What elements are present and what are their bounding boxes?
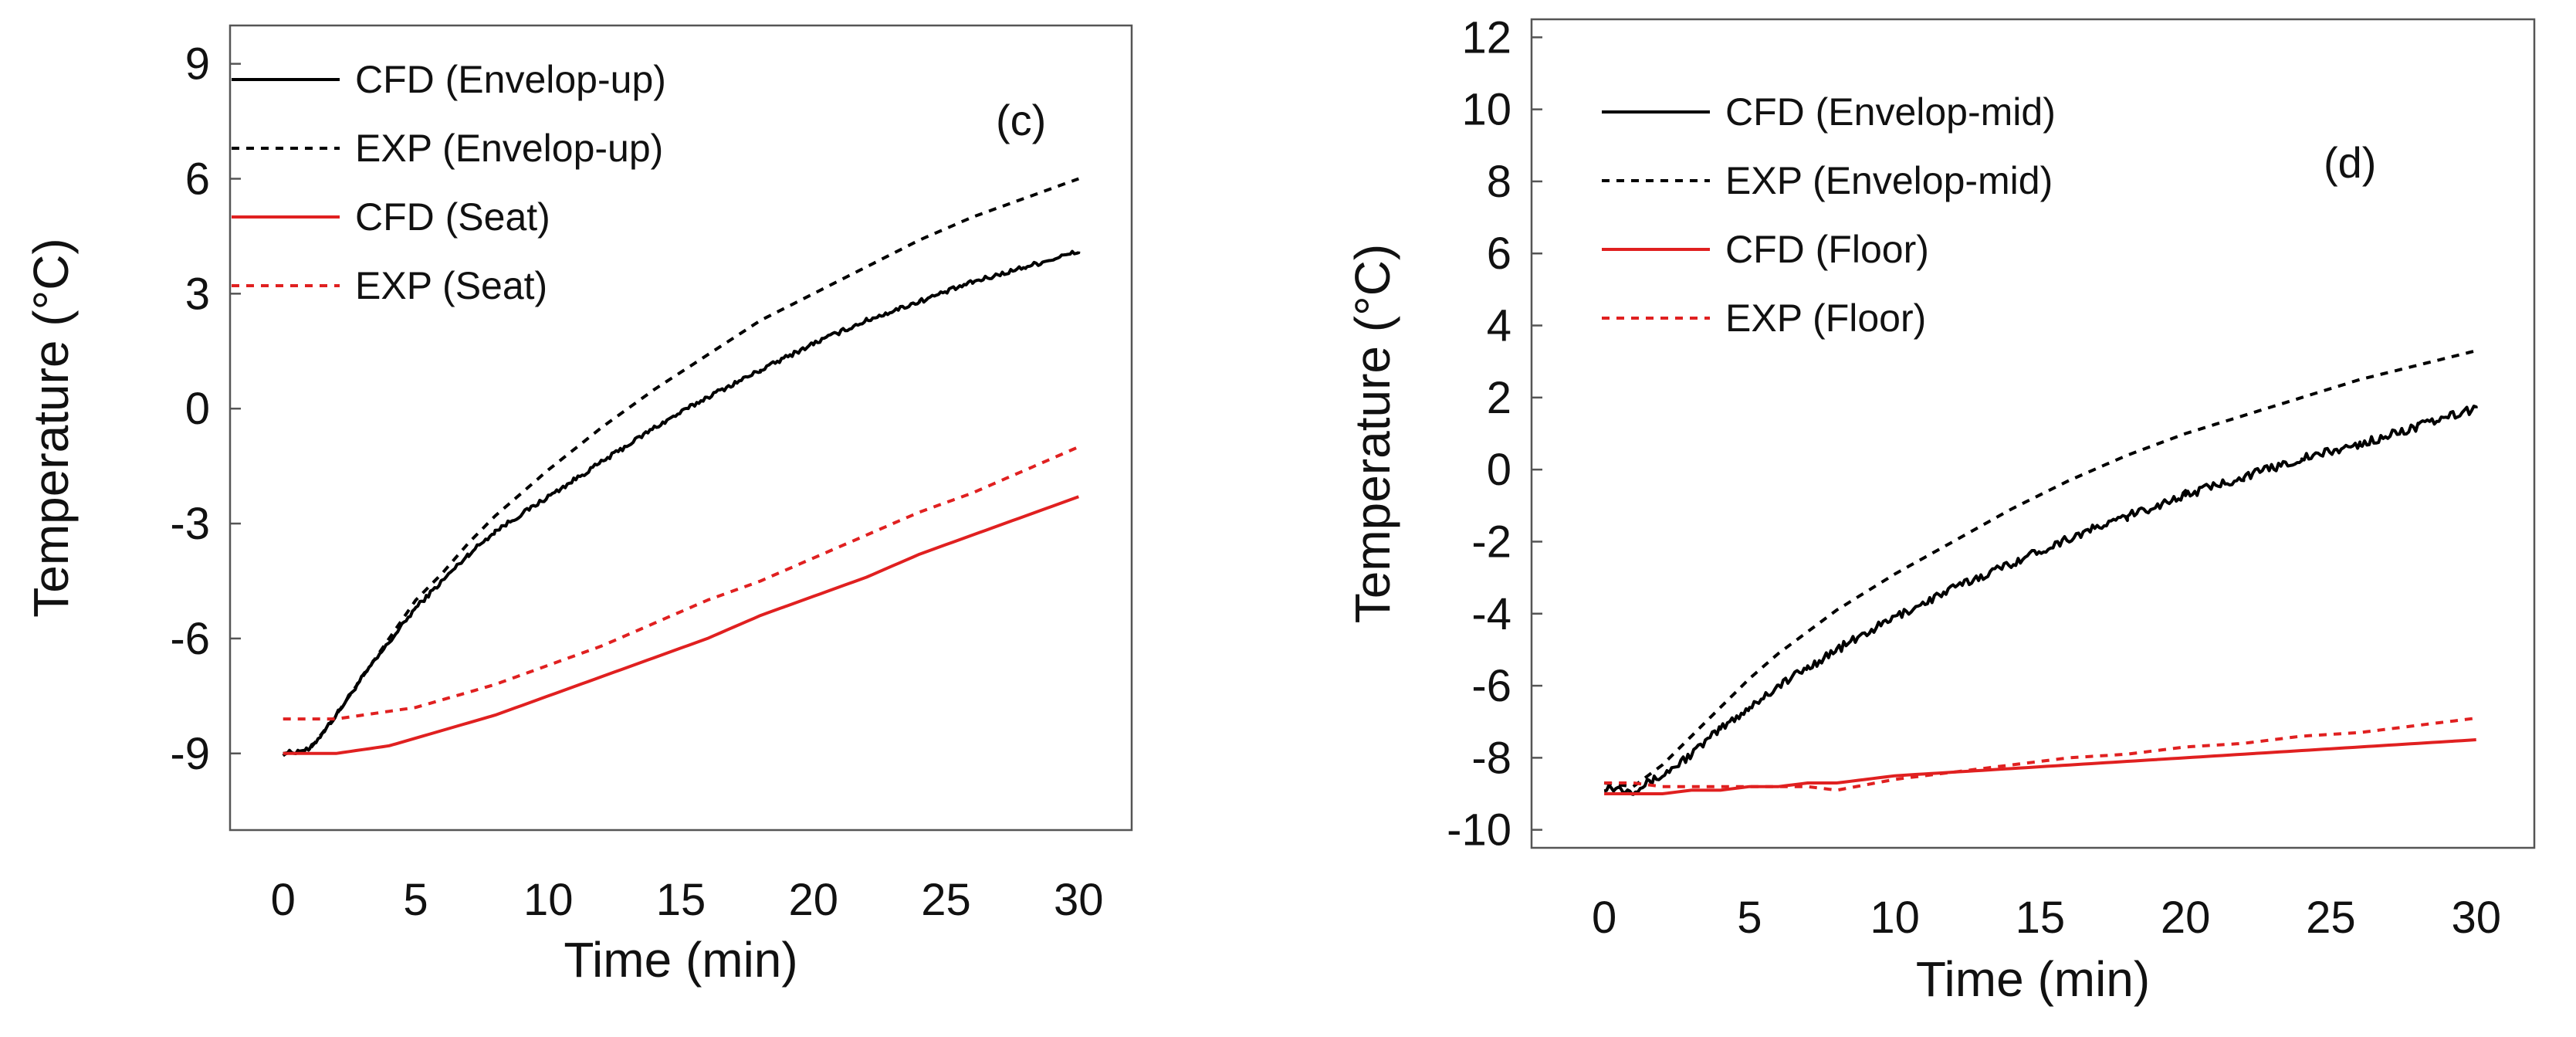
series-line-3: [1604, 738, 2476, 795]
x-tick-label: 25: [921, 875, 971, 925]
legend-entry: EXP (Seat): [355, 264, 547, 307]
series-line-3: [283, 495, 1079, 755]
chart-panel-d: -10 -8 -6 -4 -2 0 2 4 6 8 10 12 0 5 10 15 20 25 30 Time (mi…: [1345, 12, 2536, 1007]
x-axis-title: Time (min): [564, 932, 797, 988]
y-tick-label: -6: [170, 614, 210, 664]
y-tick-label: 6: [1487, 229, 1511, 279]
x-tick-label: 30: [2451, 893, 2501, 943]
panel-label: (c): [996, 96, 1046, 144]
x-tick-label: 25: [2306, 893, 2356, 943]
y-tick-label: 6: [185, 154, 210, 204]
series-line-2: [1603, 349, 2477, 788]
series-line-1: [1603, 405, 2478, 796]
y-tick-label: -8: [1471, 733, 1511, 783]
y-tick-label: -2: [1471, 517, 1511, 567]
y-tick-label: 0: [1487, 445, 1511, 495]
legend-entry: EXP (Envelop-up): [355, 127, 663, 170]
y-tick-label: 4: [1487, 301, 1511, 351]
y-tick-label: 8: [1487, 157, 1511, 207]
y-tick-label: -9: [170, 729, 210, 779]
y-tick-label: -3: [170, 499, 210, 549]
series-line-4: [1604, 717, 2476, 792]
legend-entry: EXP (Floor): [1725, 297, 1926, 340]
y-tick-label: -6: [1471, 661, 1511, 711]
x-tick-label: 0: [271, 875, 296, 925]
x-tick-label: 10: [1870, 893, 1920, 943]
x-tick-label: 5: [403, 875, 428, 925]
x-tick-label: 15: [2016, 893, 2066, 943]
y-axis-title: Temperature (°C): [23, 238, 79, 618]
y-axis-title: Temperature (°C): [1345, 244, 1400, 624]
plot-frame: [228, 24, 1133, 832]
y-tick-label: 2: [1487, 373, 1511, 423]
y-tick-label: -4: [1471, 589, 1511, 639]
legend-entry: CFD (Envelop-mid): [1725, 90, 2056, 134]
legend-entry: EXP (Envelop-mid): [1725, 159, 2053, 202]
y-tick-label: 9: [185, 39, 210, 90]
series-line-2: [283, 177, 1079, 755]
x-tick-label: 20: [2161, 893, 2211, 943]
series-line-4: [283, 445, 1080, 721]
y-tick-label: -10: [1447, 805, 1511, 856]
x-tick-label: 5: [1737, 893, 1762, 943]
x-tick-label: 10: [523, 875, 574, 925]
x-tick-label: 30: [1054, 875, 1104, 925]
panel-label: (d): [2324, 138, 2376, 187]
x-tick-label: 0: [1592, 893, 1616, 943]
legend-entry: CFD (Envelop-up): [355, 58, 666, 101]
x-tick-label: 20: [789, 875, 839, 925]
series-line-1: [282, 249, 1081, 757]
plot-frame: [1530, 18, 2536, 849]
y-tick-label: 0: [185, 384, 210, 434]
x-axis-title: Time (min): [1916, 951, 2150, 1007]
x-tick-label: 15: [656, 875, 706, 925]
y-tick-label: 12: [1461, 12, 1511, 63]
chart-panel-c: -9 -6 -3 0 3 6 9 0 5 10 15 20 25 30 Time (min) Temperat…: [23, 24, 1133, 988]
legend-entry: CFD (Seat): [355, 195, 550, 239]
legend-entry: CFD (Floor): [1725, 228, 1929, 271]
y-tick-label: 3: [185, 269, 210, 319]
y-tick-label: 10: [1461, 85, 1511, 135]
